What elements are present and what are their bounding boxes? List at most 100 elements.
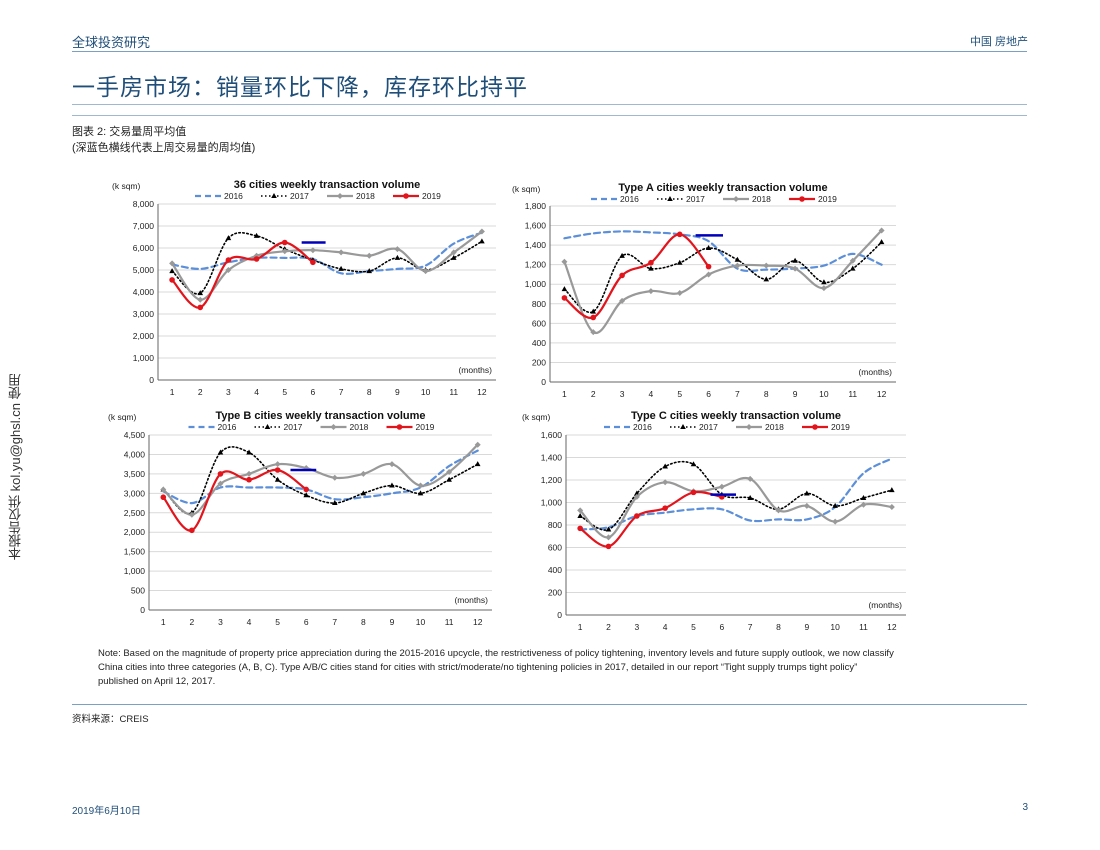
ca-xtick-label: 7: [735, 389, 740, 399]
cc-legend-marker-2018: [746, 424, 752, 430]
footer-date: 2019年6月10日: [72, 806, 141, 817]
c36-point-2018: [366, 252, 373, 259]
ca-point-2019: [648, 259, 654, 266]
c36-xtick-label: 5: [282, 387, 287, 397]
cb-point-2019: [274, 467, 281, 473]
cc-xlabel: (months): [868, 600, 902, 610]
chart-36-cities-svg: 0 1,000 2,000 3,000 4,000 5,000 6,000 7,000 8,00…: [112, 179, 496, 397]
cb-point-2018: [417, 482, 424, 489]
cb-ytick-label: 1,500: [124, 547, 146, 557]
header-rule: [72, 51, 1027, 52]
cb-point-2018: [217, 480, 224, 487]
cc-xtick-label: 12: [887, 622, 897, 632]
cb-legend-label-2019: 2019: [416, 422, 435, 432]
cb-legend-label-2016: 2016: [218, 422, 237, 432]
cb-ytick-label: 500: [131, 586, 145, 596]
c36-xtick-label: 4: [254, 387, 259, 397]
ca-point-2018: [734, 262, 741, 269]
cb-point-2017: [274, 476, 281, 482]
cc-point-2018: [747, 475, 754, 482]
c36-legend-marker-2019: [403, 193, 409, 199]
c36-point-2017: [366, 268, 373, 274]
cb-point-2017: [446, 476, 452, 482]
cc-point-2017: [690, 461, 697, 467]
c36-legend-marker-2018: [337, 193, 343, 199]
ca-legend-marker-2018: [733, 196, 739, 202]
cb-legend-marker-2018: [330, 424, 337, 430]
cc-xtick-label: 9: [804, 622, 809, 632]
methodology-note: Note: Based on the magnitude of property…: [98, 648, 894, 687]
cb-point-2017: [217, 449, 224, 455]
ca-xtick-label: 8: [764, 389, 769, 399]
c36-point-2019: [225, 257, 232, 263]
cb-xtick-label: 2: [190, 617, 195, 627]
cc-xtick-label: 2: [606, 622, 611, 632]
header-sector: 中国 房地产: [969, 36, 1028, 48]
cc-point-2019: [577, 525, 583, 532]
cc-point-2019: [690, 489, 697, 496]
cb-point-2018: [388, 461, 395, 468]
cb-xtick-label: 9: [390, 617, 395, 627]
cc-ytick-label: 1,000: [541, 498, 563, 508]
cb-ylabel: (k sqm): [108, 412, 137, 422]
cb-series-line-2019: [162, 468, 308, 532]
cc-point-2018: [662, 479, 669, 486]
cc-point-2018: [633, 493, 640, 500]
c36-xtick-label: 8: [367, 387, 372, 397]
cc-point-2017: [804, 490, 810, 496]
ca-xtick-label: 11: [848, 389, 857, 399]
c36-series-line-2017: [171, 231, 483, 295]
ca-point-2018: [878, 227, 885, 234]
cc-ytick-label: 0: [557, 610, 562, 620]
ca-legend-label-2017: 2017: [686, 194, 705, 204]
ca-point-2019: [676, 231, 683, 238]
ca-point-2019: [619, 272, 625, 279]
c36-xtick-label: 11: [449, 387, 458, 397]
cb-ytick-label: 4,000: [124, 449, 146, 459]
cc-point-2018: [888, 504, 895, 510]
c36-ytick-label: 6,000: [133, 243, 155, 253]
c36-xtick-label: 12: [477, 387, 487, 397]
c36-point-2019: [197, 304, 204, 311]
cc-point-2017: [605, 526, 612, 532]
cb-title: Type B cities weekly transaction volume: [215, 410, 425, 422]
c36-ytick-label: 4,000: [133, 287, 155, 297]
ca-ylabel: (k sqm): [512, 184, 541, 194]
c36-ytick-label: 8,000: [133, 199, 155, 209]
cc-xtick-label: 10: [830, 622, 840, 632]
ca-point-2018: [792, 265, 799, 272]
cb-xtick-label: 5: [275, 617, 280, 627]
ca-point-2018: [590, 329, 597, 336]
ca-xtick-label: 5: [677, 389, 682, 399]
ca-ytick-label: 200: [532, 357, 546, 367]
cb-point-2017: [246, 449, 252, 455]
cb-series-line-2017: [162, 446, 479, 515]
cc-ytick-label: 1,400: [541, 453, 563, 463]
chart-type-b: 0 500 1,000 1,500 2,000 2,500 3,000 3,500 4,000 4…: [104, 403, 504, 631]
ca-xtick-label: 12: [877, 389, 887, 399]
ca-ytick-label: 600: [532, 318, 546, 328]
c36-point-2018: [281, 248, 288, 255]
cc-ytick-label: 600: [548, 543, 562, 553]
c36-point-2018: [169, 260, 176, 267]
cb-xtick-label: 3: [218, 617, 223, 627]
ca-legend-label-2016: 2016: [620, 194, 639, 204]
title-rule-top: [72, 104, 1027, 105]
cc-ytick-label: 200: [548, 588, 562, 598]
ca-point-2019: [561, 295, 568, 301]
c36-point-2017: [394, 254, 401, 260]
cc-point-2019: [605, 543, 612, 550]
cb-point-2017: [417, 490, 424, 496]
cb-point-2017: [389, 482, 395, 488]
cc-legend-marker-2019: [812, 424, 818, 430]
ca-point-2018: [561, 258, 568, 265]
cb-xlabel: (months): [454, 595, 488, 605]
ca-point-2017: [849, 265, 856, 271]
ca-point-2017: [648, 265, 654, 271]
data-source: 资料来源：CREIS: [72, 714, 149, 725]
page-title: 一手房市场：销量环比下降，库存环比持平: [72, 74, 528, 100]
cc-ylabel: (k sqm): [522, 412, 551, 422]
ca-series-line-2017: [563, 241, 883, 314]
ca-xtick-label: 3: [620, 389, 625, 399]
